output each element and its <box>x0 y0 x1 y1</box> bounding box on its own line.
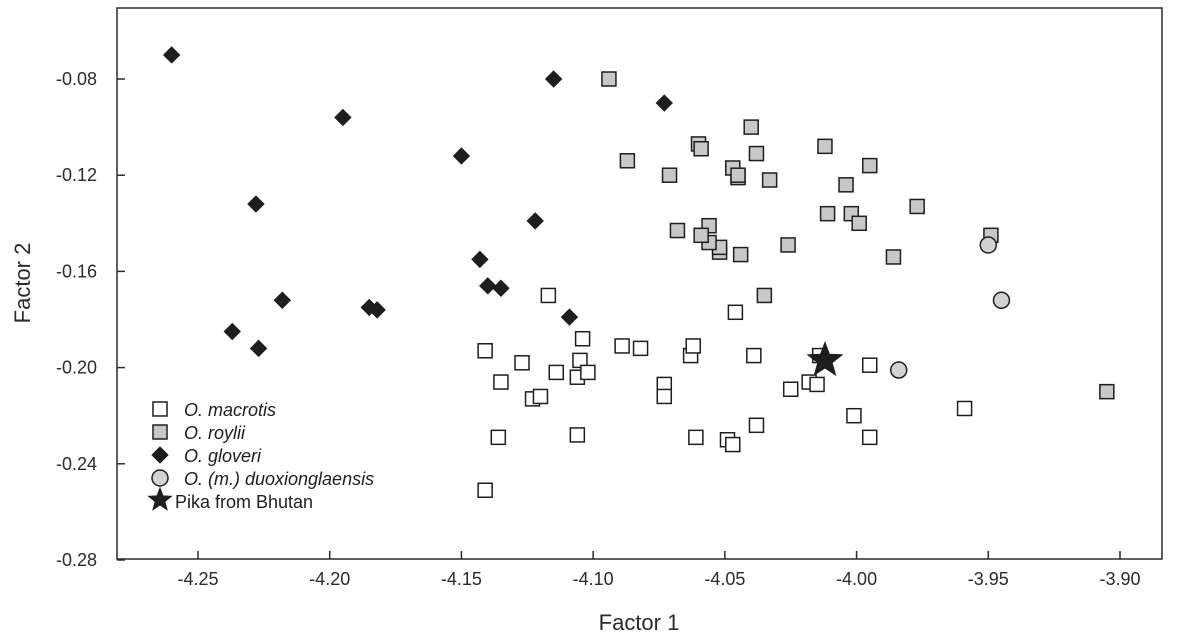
bhutan-pika-point <box>806 340 844 377</box>
x-tick-label: -3.95 <box>968 569 1009 589</box>
legend-marker-duoxionglaensis <box>151 469 169 487</box>
legend-label: O. macrotis <box>184 400 276 420</box>
macrotis-point <box>846 407 862 424</box>
duoxionglaensis-point <box>992 291 1011 310</box>
roylii-point <box>819 205 836 222</box>
gloveri-point <box>479 277 497 295</box>
data-points <box>162 46 1115 499</box>
legend-label: O. gloveri <box>184 446 262 466</box>
roylii-point <box>756 287 773 304</box>
macrotis-point <box>532 388 549 405</box>
gloveri-point <box>492 279 510 297</box>
legend-label: Pika from Bhutan <box>175 492 313 512</box>
macrotis-point <box>685 338 701 354</box>
roylii-point <box>851 215 867 232</box>
macrotis-point <box>540 287 557 304</box>
macrotis-point <box>490 429 507 446</box>
roylii-point <box>761 172 778 188</box>
macrotis-point <box>632 340 649 357</box>
x-tick-label: -4.10 <box>573 569 614 589</box>
x-tick-label: -4.25 <box>177 569 218 589</box>
y-tick-label: -0.20 <box>56 358 97 378</box>
macrotis-point <box>656 388 673 405</box>
y-tick-label: -0.28 <box>56 550 97 570</box>
macrotis-point <box>477 482 493 499</box>
macrotis-point <box>956 400 973 417</box>
gloveri-point <box>560 308 579 326</box>
macrotis-point <box>746 347 762 364</box>
x-tick-label: -4.00 <box>836 569 877 589</box>
legend-marker-roylii <box>152 424 168 440</box>
legend: O. macrotis O. roylii O. gloveri O. (m.) du… <box>147 400 374 512</box>
y-axis-title: Factor 2 <box>10 243 35 324</box>
x-axis-title: Factor 1 <box>599 610 680 635</box>
roylii-point <box>730 167 746 183</box>
x-tick-label: -4.20 <box>309 569 350 589</box>
macrotis-point <box>548 364 565 381</box>
macrotis-point <box>614 338 630 354</box>
x-tick-label: -3.90 <box>1099 569 1140 589</box>
roylii-point <box>885 249 902 265</box>
macrotis-point <box>725 436 741 453</box>
y-tick-label: -0.12 <box>56 165 97 185</box>
roylii-point <box>619 153 636 169</box>
macrotis-point <box>493 374 509 390</box>
macrotis-point <box>580 364 596 381</box>
y-tick-label: -0.24 <box>56 454 97 474</box>
gloveri-point <box>368 301 386 319</box>
roylii-point <box>748 145 765 162</box>
legend-label: O. roylii <box>184 423 246 443</box>
macrotis-point <box>809 376 825 393</box>
y-tick-label: -0.08 <box>56 69 97 89</box>
roylii-point <box>693 140 709 157</box>
legend-marker-macrotis <box>152 401 168 417</box>
macrotis-point <box>574 330 591 347</box>
roylii-point <box>601 71 617 87</box>
duoxionglaensis-point <box>889 361 908 379</box>
macrotis-point <box>748 417 765 434</box>
macrotis-point <box>477 343 493 359</box>
roylii-point <box>1099 383 1115 400</box>
gloveri-point <box>452 147 471 165</box>
gloveri-point <box>162 46 181 64</box>
gloveri-point <box>249 339 268 358</box>
roylii-point <box>780 237 796 253</box>
gloveri-point <box>526 212 544 230</box>
macrotis-point <box>861 429 878 446</box>
gloveri-point <box>247 195 265 213</box>
x-tick-label: -4.15 <box>441 569 482 589</box>
gloveri-point <box>655 94 673 112</box>
macrotis-point <box>861 357 878 373</box>
roylii-point <box>661 167 678 183</box>
x-tick-label: -4.05 <box>704 569 745 589</box>
roylii-point <box>838 177 854 193</box>
gloveri-point <box>544 70 563 88</box>
roylii-point <box>817 138 833 155</box>
roylii-point <box>861 157 878 174</box>
y-tick-label: -0.16 <box>56 261 97 281</box>
roylii-point <box>732 246 749 263</box>
legend-marker-bhutan <box>147 486 173 511</box>
plot-frame <box>116 7 1163 560</box>
gloveri-point <box>334 108 352 127</box>
roylii-point <box>909 198 925 215</box>
macrotis-point <box>514 355 530 371</box>
x-axis-ticks: -4.25 -4.20 -4.15 -4.10 -4.05 -4.00 -3.95 -3.90 <box>177 551 1141 589</box>
macrotis-point <box>688 429 704 446</box>
macrotis-point <box>572 352 588 369</box>
gloveri-point <box>273 291 292 309</box>
y-axis-ticks: -0.08 -0.12 -0.16 -0.20 -0.24 -0.28 <box>56 69 125 570</box>
roylii-point <box>743 119 759 135</box>
legend-label: O. (m.) duoxionglaensis <box>184 469 374 489</box>
macrotis-point <box>782 381 799 397</box>
gloveri-point <box>223 322 241 341</box>
duoxionglaensis-point <box>979 236 998 254</box>
macrotis-point <box>569 427 586 443</box>
macrotis-point <box>727 304 744 321</box>
gloveri-point <box>471 250 489 269</box>
roylii-point <box>669 222 686 239</box>
legend-marker-gloveri <box>151 446 169 464</box>
roylii-point <box>693 227 709 244</box>
